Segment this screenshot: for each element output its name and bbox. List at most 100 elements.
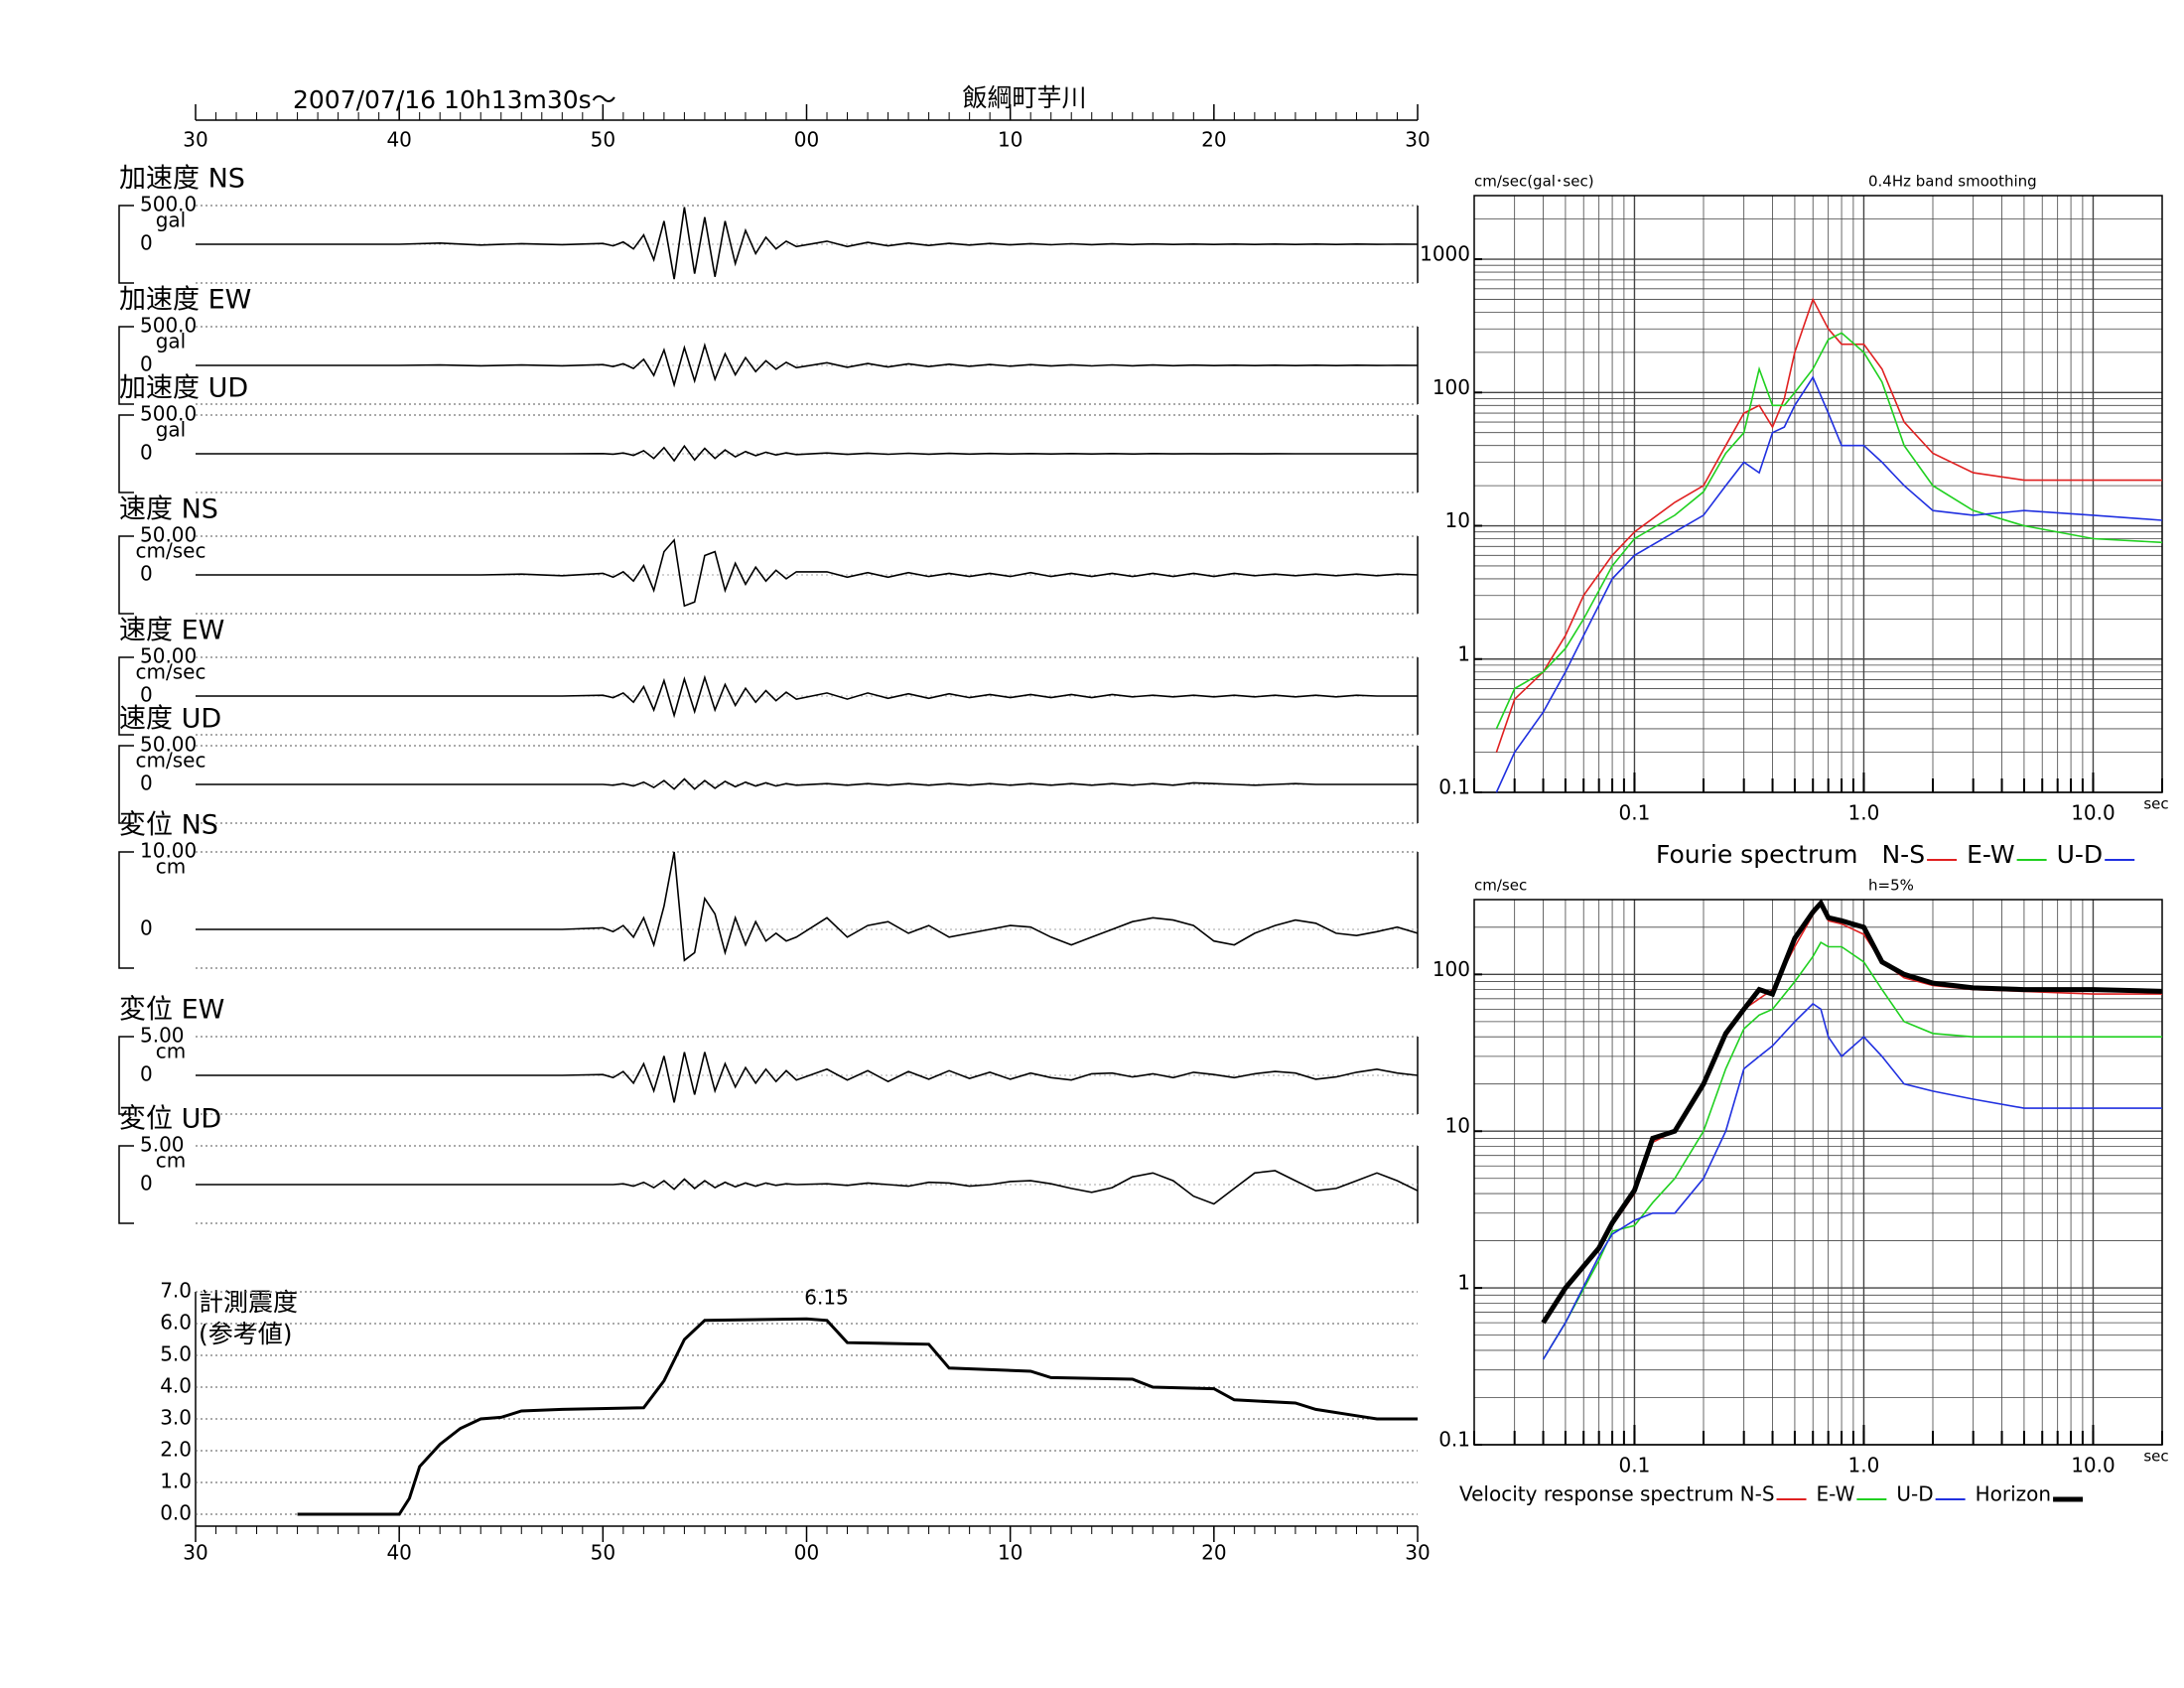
x-tick-label: 0.1 — [1619, 801, 1651, 825]
x-tick-label: 1.0 — [1848, 801, 1880, 825]
x-tick-label: 20 — [1201, 1541, 1226, 1565]
y-tick-label: 1 — [1457, 641, 1470, 665]
waveform — [196, 207, 1419, 280]
trace-bracket — [118, 205, 134, 284]
y-tick-label: 5.00 — [140, 1133, 185, 1157]
y-tick-label: 10.00 — [140, 839, 197, 863]
y-tick-label: 7.0 — [160, 1279, 192, 1303]
y-tick-label: 4.0 — [160, 1374, 192, 1398]
y-tick-label: 0 — [140, 772, 153, 795]
legend-label: U-D — [1896, 1482, 1933, 1506]
y-tick-label: 0.1 — [1438, 775, 1470, 799]
unit-label: cm/sec — [1474, 877, 1527, 895]
trace-label: 変位 EW — [119, 995, 224, 1026]
x-axis-label: sec — [2143, 1448, 2168, 1466]
trace-unit: cm/sec — [136, 749, 206, 773]
y-tick-label: 0 — [140, 1172, 153, 1196]
y-tick-label: 0 — [140, 441, 153, 465]
trace-bracket — [118, 851, 134, 969]
y-tick-label: 2.0 — [160, 1438, 192, 1462]
legend-label: E-W — [1967, 840, 2015, 869]
unit-label: cm/sec(gal･sec) — [1474, 173, 1594, 191]
legend-label: N-S — [1740, 1482, 1775, 1506]
waveform — [196, 444, 1418, 463]
x-tick-label: 30 — [1405, 1541, 1430, 1565]
y-tick-label: 100 — [1433, 957, 1470, 981]
x-tick-label: 0.1 — [1619, 1454, 1651, 1477]
x-tick-label: 30 — [183, 1541, 207, 1565]
x-tick-label: 10 — [998, 1541, 1023, 1565]
trace-label: 速度 UD — [119, 704, 221, 735]
y-tick-label: 0 — [140, 562, 153, 586]
y-tick-label: 50.00 — [140, 644, 197, 668]
waveform — [196, 777, 1418, 790]
trace-label: 加速度 EW — [119, 285, 251, 316]
legend-title: Fourie spectrum — [1656, 840, 1857, 869]
x-tick-label: 30 — [1405, 128, 1430, 152]
trace-label: 速度 NS — [119, 494, 218, 525]
trace-bracket — [118, 656, 134, 736]
spectrum-line — [1495, 332, 2163, 730]
y-tick-label: 10 — [1445, 508, 1470, 532]
y-tick-label: 0 — [140, 916, 153, 940]
y-tick-label: 1 — [1457, 1271, 1470, 1295]
y-tick-label: 10 — [1445, 1114, 1470, 1138]
spectrum-line — [1495, 297, 2162, 753]
trace-unit: cm — [156, 1149, 186, 1173]
y-tick-label: 500.0 — [140, 314, 197, 338]
plot-frame — [1473, 899, 2163, 1446]
trace-unit: cm/sec — [136, 539, 206, 563]
y-tick-label: 50.00 — [140, 733, 197, 757]
trace-label: 変位 NS — [119, 810, 218, 841]
x-tick-label: 50 — [591, 128, 615, 152]
trace-unit: cm — [156, 1040, 186, 1063]
y-tick-label: 5.00 — [140, 1024, 185, 1048]
x-tick-label: 10.0 — [2071, 801, 2116, 825]
trace-unit: gal — [156, 209, 187, 232]
intensity-subtitle: (参考値) — [199, 1320, 293, 1348]
y-tick-label: 1.0 — [160, 1470, 192, 1493]
record-time: 2007/07/16 10h13m30s〜 — [293, 85, 616, 114]
y-tick-label: 6.0 — [160, 1311, 192, 1335]
x-axis-label: sec — [2143, 795, 2168, 813]
x-tick-label: 20 — [1201, 128, 1226, 152]
y-tick-label: 0.0 — [160, 1501, 192, 1525]
trace-bracket — [118, 1036, 134, 1115]
y-tick-label: 0.1 — [1438, 1428, 1470, 1452]
trace-bracket — [118, 414, 134, 493]
y-tick-label: 0 — [140, 352, 153, 376]
y-tick-label: 0 — [140, 1062, 153, 1086]
waveform — [196, 1052, 1419, 1103]
trace-label: 加速度 NS — [119, 164, 245, 195]
trace-label: 加速度 UD — [119, 373, 248, 404]
y-tick-label: 500.0 — [140, 402, 197, 426]
legend-label: U-D — [2057, 840, 2104, 869]
trace-label: 速度 EW — [119, 616, 224, 646]
x-tick-label: 1.0 — [1848, 1454, 1880, 1477]
x-tick-label: 10.0 — [2071, 1454, 2116, 1477]
trace-bracket — [118, 1145, 134, 1224]
trace-bracket — [118, 535, 134, 615]
waveform — [196, 538, 1419, 608]
note-label: 0.4Hz band smoothing — [1868, 173, 2037, 191]
intensity-line — [297, 1317, 1418, 1516]
x-tick-label: 00 — [794, 128, 819, 152]
legend-label: Horizon — [1976, 1482, 2051, 1506]
y-tick-label: 100 — [1433, 375, 1470, 399]
station-name: 飯綱町芋川 — [962, 83, 1086, 112]
y-tick-label: 50.00 — [140, 523, 197, 547]
trace-bracket — [118, 326, 134, 405]
legend-title: Velocity response spectrum — [1459, 1482, 1734, 1506]
spectrum-line — [1542, 1002, 2162, 1360]
x-tick-label: 40 — [386, 128, 411, 152]
spectrum-line — [1541, 899, 2163, 1325]
plot-frame — [1473, 195, 2163, 793]
y-tick-label: 0 — [140, 683, 153, 707]
spectrum-line — [1542, 940, 2162, 1360]
y-tick-label: 3.0 — [160, 1406, 192, 1430]
trace-bracket — [118, 745, 134, 824]
x-tick-label: 50 — [591, 1541, 615, 1565]
trace-unit: cm/sec — [136, 660, 206, 684]
